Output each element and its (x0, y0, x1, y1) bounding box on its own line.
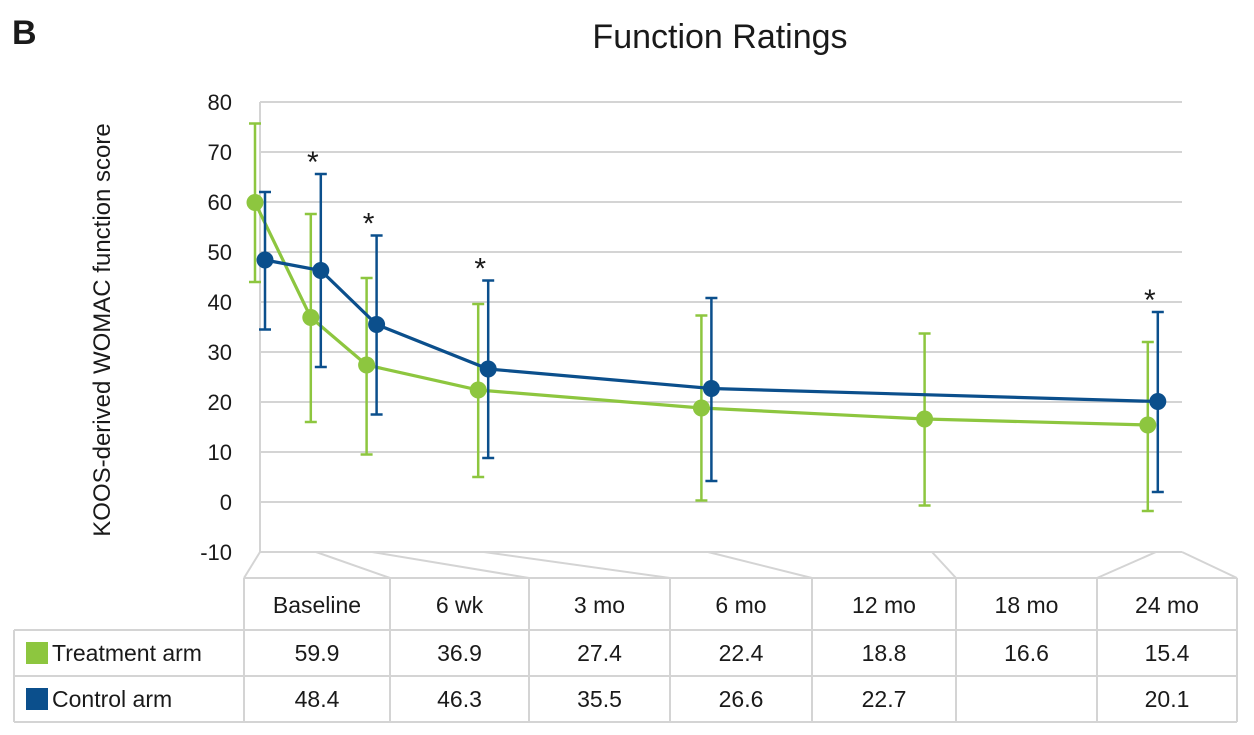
x-category-label: 6 wk (436, 592, 484, 618)
significance-star: * (474, 253, 486, 286)
data-point (312, 262, 330, 279)
y-axis-title: KOOS-derived WOMAC function score (89, 123, 116, 536)
significance-star: * (363, 208, 375, 241)
table-cell: 48.4 (295, 686, 340, 712)
table-cell: 35.5 (577, 686, 622, 712)
data-point (368, 316, 386, 333)
perspective-line (1181, 551, 1238, 579)
series-0 (246, 122, 1157, 513)
perspective-line (371, 551, 530, 579)
significance-markers: * * * * (307, 146, 1156, 317)
series (246, 122, 1167, 513)
perspective-line (707, 551, 813, 579)
data-point (1149, 393, 1167, 410)
series-line (264, 258, 1158, 404)
data-point (302, 309, 320, 326)
y-tick-label: 30 (208, 340, 232, 365)
table-cell: 22.4 (719, 640, 764, 666)
table-cell: 27.4 (577, 640, 622, 666)
axis-floor (243, 551, 1238, 579)
data-point (358, 356, 376, 374)
series-1 (256, 172, 1167, 494)
perspective-line (931, 551, 957, 579)
y-tick-label: 10 (208, 440, 232, 465)
y-axis-ticks: -10 0 10 20 30 40 50 60 70 80 (200, 90, 232, 565)
table-cell: 20.1 (1145, 686, 1190, 712)
x-category-label: 18 mo (995, 592, 1059, 618)
y-tick-label: -10 (200, 540, 232, 565)
legend-swatch (26, 642, 48, 664)
y-tick-label: 70 (208, 140, 232, 165)
perspective-line (483, 551, 671, 579)
perspective-line (243, 551, 261, 579)
significance-star: * (1144, 284, 1156, 317)
table-cell: 22.7 (862, 686, 907, 712)
data-point (692, 399, 710, 417)
data-point (702, 380, 720, 397)
table-cell: 36.9 (437, 640, 482, 666)
x-category-label: Baseline (273, 592, 361, 618)
table-cell: 16.6 (1004, 640, 1049, 666)
data-point (479, 360, 497, 378)
y-tick-label: 20 (208, 390, 232, 415)
y-tick-label: 40 (208, 290, 232, 315)
significance-star: * (307, 146, 319, 179)
y-tick-label: 0 (220, 490, 232, 515)
data-point (1139, 416, 1157, 434)
perspective-line (315, 551, 391, 579)
table-cell: 59.9 (295, 640, 340, 666)
x-category-label: 6 mo (715, 592, 766, 618)
x-category-label: 3 mo (574, 592, 625, 618)
y-tick-label: 50 (208, 240, 232, 265)
y-tick-label: 60 (208, 190, 232, 215)
table-cell: 46.3 (437, 686, 482, 712)
data-table: Baseline 6 wk 3 mo 6 mo 12 mo 18 mo 24 mo Treat… (13, 577, 1238, 723)
data-point (256, 251, 274, 269)
y-tick-label: 80 (208, 90, 232, 115)
legend-swatch (26, 688, 48, 710)
x-category-label: 12 mo (852, 592, 916, 618)
data-point (916, 410, 934, 428)
data-point (246, 194, 264, 211)
table-cell: 18.8 (862, 640, 907, 666)
table-cell: 26.6 (719, 686, 764, 712)
panel-letter: B (12, 14, 37, 52)
perspective-line (1096, 551, 1157, 579)
data-point (469, 381, 487, 399)
chart-title: Function Ratings (592, 18, 847, 56)
table-cell: 15.4 (1145, 640, 1190, 666)
grid (259, 101, 1182, 553)
legend-label: Control arm (52, 686, 172, 712)
legend-label: Treatment arm (52, 640, 202, 666)
x-category-label: 24 mo (1135, 592, 1199, 618)
